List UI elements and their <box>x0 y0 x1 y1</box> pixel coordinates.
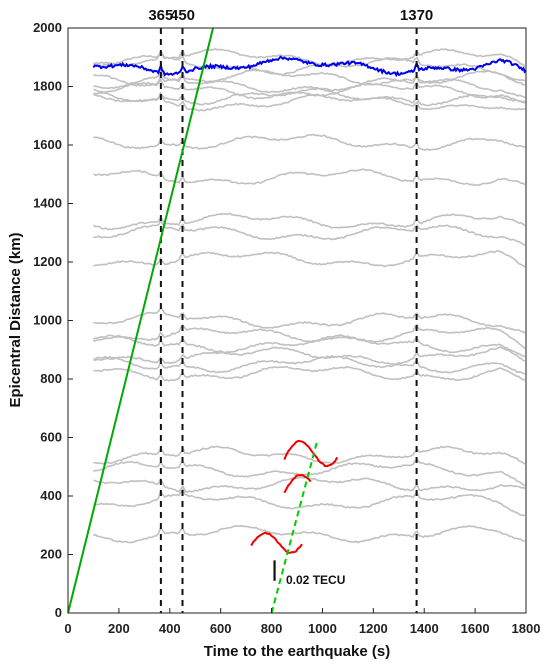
y-tick-label: 1000 <box>33 313 62 328</box>
x-tick-label: 1200 <box>359 621 388 636</box>
x-tick-label: 800 <box>261 621 283 636</box>
x-tick-label: 1600 <box>461 621 490 636</box>
gray-trace <box>93 355 526 375</box>
red-trace <box>250 531 303 554</box>
x-tick-label: 1000 <box>308 621 337 636</box>
gray-trace <box>93 524 525 544</box>
gray-trace <box>93 50 526 82</box>
axes: 0 200 400 600 800 1000 1200 1400 1600 1800 0 200 400… <box>33 20 540 636</box>
gray-trace <box>93 476 526 494</box>
red-trace <box>283 473 312 494</box>
gray-trace <box>93 218 526 246</box>
blue-trace <box>92 55 527 78</box>
solid-green-line <box>67 27 215 614</box>
y-tick-label: 2000 <box>33 20 62 35</box>
y-tick-label: 200 <box>40 547 62 562</box>
x-tick-label: 1800 <box>512 621 541 636</box>
gray-trace <box>93 78 526 104</box>
gray-trace <box>93 306 526 334</box>
x-tick-label: 600 <box>210 621 232 636</box>
gray-trace <box>93 445 526 465</box>
y-tick-label: 1400 <box>33 196 62 211</box>
x-tick-label: 0 <box>64 621 71 636</box>
gray-trace <box>93 168 526 187</box>
red-trace <box>283 439 339 468</box>
x-tick-label: 400 <box>159 621 181 636</box>
gray-trace <box>93 323 526 350</box>
gray-trace <box>93 365 526 382</box>
x-tick-label: 200 <box>108 621 130 636</box>
gray-trace <box>93 87 526 107</box>
vline-label: 450 <box>170 7 195 24</box>
y-tick-label: 1600 <box>33 137 62 152</box>
y-tick-label: 1200 <box>33 254 62 269</box>
x-axis-title: Time to the earthquake (s) <box>204 643 390 660</box>
plot-area <box>68 28 526 613</box>
reference-lines <box>67 27 319 614</box>
vline-label: 1370 <box>400 7 433 24</box>
x-tick-label: 1400 <box>410 621 439 636</box>
gray-trace <box>93 487 526 517</box>
y-tick-label: 800 <box>40 371 62 386</box>
gray-trace <box>93 346 526 366</box>
gray-trace <box>93 250 526 268</box>
y-axis-title: Epicentral Distance (km) <box>7 232 24 407</box>
scale-bar-label: 0.02 TECU <box>286 573 345 587</box>
y-tick-label: 0 <box>55 605 62 620</box>
y-tick-label: 1800 <box>33 79 62 94</box>
y-tick-label: 600 <box>40 430 62 445</box>
series-layer <box>92 47 527 554</box>
gray-trace <box>93 69 526 99</box>
gray-trace <box>93 133 526 152</box>
gray-trace <box>93 334 526 358</box>
gray-trace <box>93 93 526 112</box>
vline-label: 365 <box>148 7 173 24</box>
gray-trace <box>93 68 526 87</box>
y-tick-label: 400 <box>40 488 62 503</box>
